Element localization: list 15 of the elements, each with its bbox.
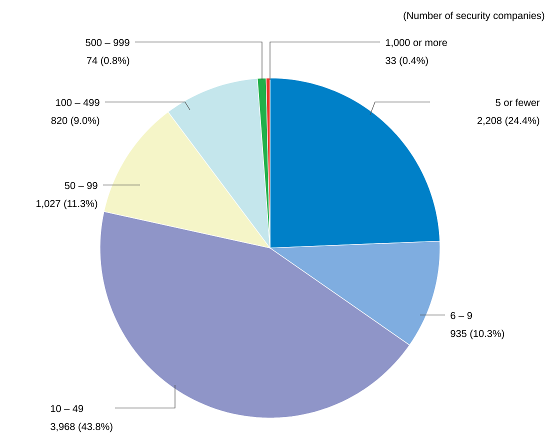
data-label: 2,208 (24.4%) xyxy=(477,116,540,126)
slice-label: 50 – 99 xyxy=(64,182,98,190)
slice-label: 6 – 9 xyxy=(450,312,472,320)
data-label: 820 (9.0%) xyxy=(51,116,100,126)
data-label: 935 (10.3%) xyxy=(450,330,504,340)
slice-label: 10 – 49 xyxy=(50,405,84,412)
slice-label: 5 or fewer xyxy=(496,98,540,106)
data-label: 1,027 (11.3%) xyxy=(36,200,98,210)
slice-label: 500 – 999 xyxy=(86,39,130,46)
data-label: 3,968 (43.8%) xyxy=(50,422,112,432)
chart-subtitle: (Number of security companies) xyxy=(404,12,544,22)
data-label: 74 (0.8%) xyxy=(86,56,130,66)
data-label: 33 (0.4%) xyxy=(386,56,428,66)
slice-label: 100 – 499 xyxy=(56,99,100,106)
slice-label: 1,000 or more xyxy=(386,39,448,48)
